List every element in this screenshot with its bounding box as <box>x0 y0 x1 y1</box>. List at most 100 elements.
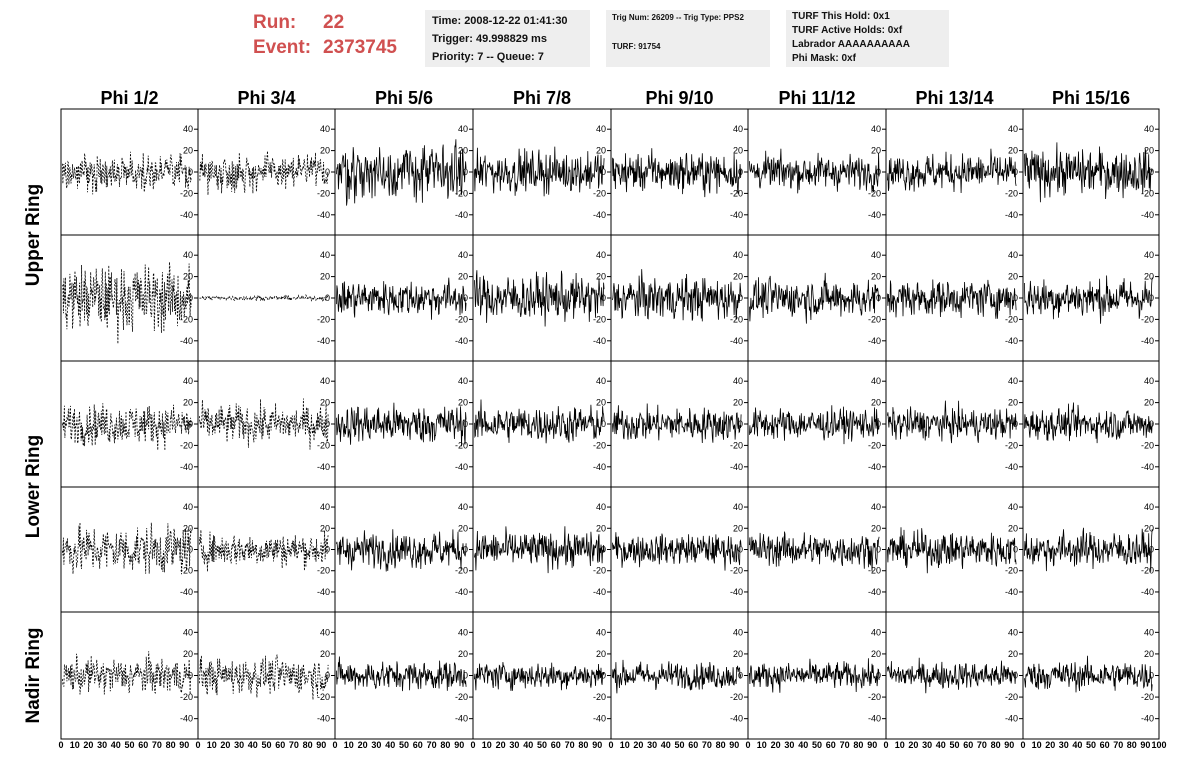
y-tick-label: 40 <box>871 376 881 386</box>
x-tick-label: 40 <box>798 740 808 750</box>
waveform-trace <box>612 148 742 198</box>
x-tick-label: 20 <box>771 740 781 750</box>
waveform-trace <box>336 529 467 572</box>
y-tick-label: 40 <box>183 376 193 386</box>
y-tick-label: 20 <box>596 649 606 659</box>
y-tick-label: 20 <box>320 649 330 659</box>
y-tick-label: -20 <box>593 314 606 324</box>
y-tick-label: 40 <box>596 124 606 134</box>
y-tick-label: -20 <box>1005 566 1018 576</box>
x-tick-label: 80 <box>991 740 1001 750</box>
y-tick-label: 0 <box>188 545 193 555</box>
y-tick-label: 20 <box>320 523 330 533</box>
y-tick-label: 20 <box>1144 272 1154 282</box>
y-tick-label: 20 <box>1008 146 1018 156</box>
y-tick-label: 20 <box>458 272 468 282</box>
x-tick-label: 60 <box>138 740 148 750</box>
y-tick-label: 40 <box>1144 124 1154 134</box>
x-tick-label: 70 <box>289 740 299 750</box>
x-tick-label: 50 <box>261 740 271 750</box>
event-label: Event: <box>253 37 312 58</box>
waveform-trace <box>612 659 742 694</box>
y-tick-label: 20 <box>1144 523 1154 533</box>
y-tick-label: -40 <box>1141 714 1154 724</box>
y-tick-label: 20 <box>733 523 743 533</box>
x-tick-label: 70 <box>977 740 987 750</box>
y-tick-label: 40 <box>320 124 330 134</box>
y-tick-label: -20 <box>317 314 330 324</box>
x-tick-label: 60 <box>275 740 285 750</box>
x-tick-label: 60 <box>1100 740 1110 750</box>
y-tick-label: 20 <box>596 398 606 408</box>
y-tick-label: -40 <box>593 210 606 220</box>
y-tick-label: 20 <box>1008 398 1018 408</box>
waveform-trace <box>62 522 192 575</box>
y-tick-label: -40 <box>317 336 330 346</box>
y-tick-label: -40 <box>1005 336 1018 346</box>
waveform-trace <box>199 294 329 302</box>
x-tick-label: 20 <box>496 740 506 750</box>
y-tick-label: -20 <box>593 188 606 198</box>
waveform-trace <box>336 402 467 447</box>
y-tick-label: 40 <box>871 502 881 512</box>
y-tick-label: -20 <box>593 566 606 576</box>
waveform-trace <box>749 658 880 693</box>
waveform-trace <box>749 148 880 194</box>
y-tick-label: 40 <box>596 376 606 386</box>
x-tick-label: 20 <box>220 740 230 750</box>
y-tick-label: 20 <box>733 146 743 156</box>
waveform-trace <box>199 529 329 572</box>
y-tick-label: -40 <box>455 462 468 472</box>
y-tick-label: -20 <box>593 692 606 702</box>
x-tick-label: 90 <box>867 740 877 750</box>
x-tick-label: 90 <box>1004 740 1014 750</box>
x-tick-label: 100 <box>1151 740 1166 750</box>
y-tick-label: -40 <box>1005 587 1018 597</box>
x-tick-label: 50 <box>399 740 409 750</box>
waveform-trace <box>474 526 605 574</box>
row-title: Upper Ring <box>23 184 44 286</box>
y-tick-label: -20 <box>1005 692 1018 702</box>
y-tick-label: 20 <box>183 146 193 156</box>
waveform-trace <box>887 527 1017 574</box>
waveform-trace <box>887 657 1017 694</box>
x-tick-label: 70 <box>702 740 712 750</box>
x-tick-label: 60 <box>826 740 836 750</box>
x-tick-label: 50 <box>949 740 959 750</box>
run-event-box: Run: 22 Event: 2373745 <box>253 10 397 60</box>
y-tick-label: -20 <box>1141 314 1154 324</box>
y-tick-label: -20 <box>868 440 881 450</box>
y-tick-label: 40 <box>733 124 743 134</box>
x-tick-label: 70 <box>152 740 162 750</box>
y-tick-label: 40 <box>1008 627 1018 637</box>
x-tick-label: 70 <box>427 740 437 750</box>
y-tick-label: 40 <box>1144 627 1154 637</box>
x-tick-label: 60 <box>413 740 423 750</box>
y-tick-label: -20 <box>180 440 193 450</box>
y-tick-label: 40 <box>596 250 606 260</box>
x-tick-label: 40 <box>111 740 121 750</box>
trigger-text: Trigger: 49.998829 ms <box>432 33 547 45</box>
y-tick-label: 40 <box>458 250 468 260</box>
trigger-info-box: Trig Num: 26209 -- Trig Type: PPS2 TURF:… <box>606 10 770 67</box>
y-tick-label: 20 <box>1144 398 1154 408</box>
y-tick-label: 40 <box>183 502 193 512</box>
x-tick-label: 90 <box>729 740 739 750</box>
x-tick-label: 40 <box>661 740 671 750</box>
y-tick-label: 0 <box>1149 419 1154 429</box>
y-tick-label: -20 <box>868 566 881 576</box>
waveform-trace <box>336 139 467 206</box>
y-tick-label: 20 <box>458 398 468 408</box>
y-tick-label: 40 <box>1144 250 1154 260</box>
column-title: Phi 11/12 <box>778 88 855 108</box>
panel-frame <box>197 108 336 236</box>
x-tick-label: 20 <box>83 740 93 750</box>
waveform-trace <box>887 148 1017 194</box>
column-title: Phi 9/10 <box>645 88 713 108</box>
trig-num-text: Trig Num: 26209 -- Trig Type: PPS2 <box>612 13 744 22</box>
y-tick-label: 40 <box>183 124 193 134</box>
y-tick-label: 40 <box>733 502 743 512</box>
waveform-trace <box>887 400 1017 444</box>
labrador-text: Labrador AAAAAAAAAA <box>792 39 910 50</box>
y-tick-label: -20 <box>317 692 330 702</box>
